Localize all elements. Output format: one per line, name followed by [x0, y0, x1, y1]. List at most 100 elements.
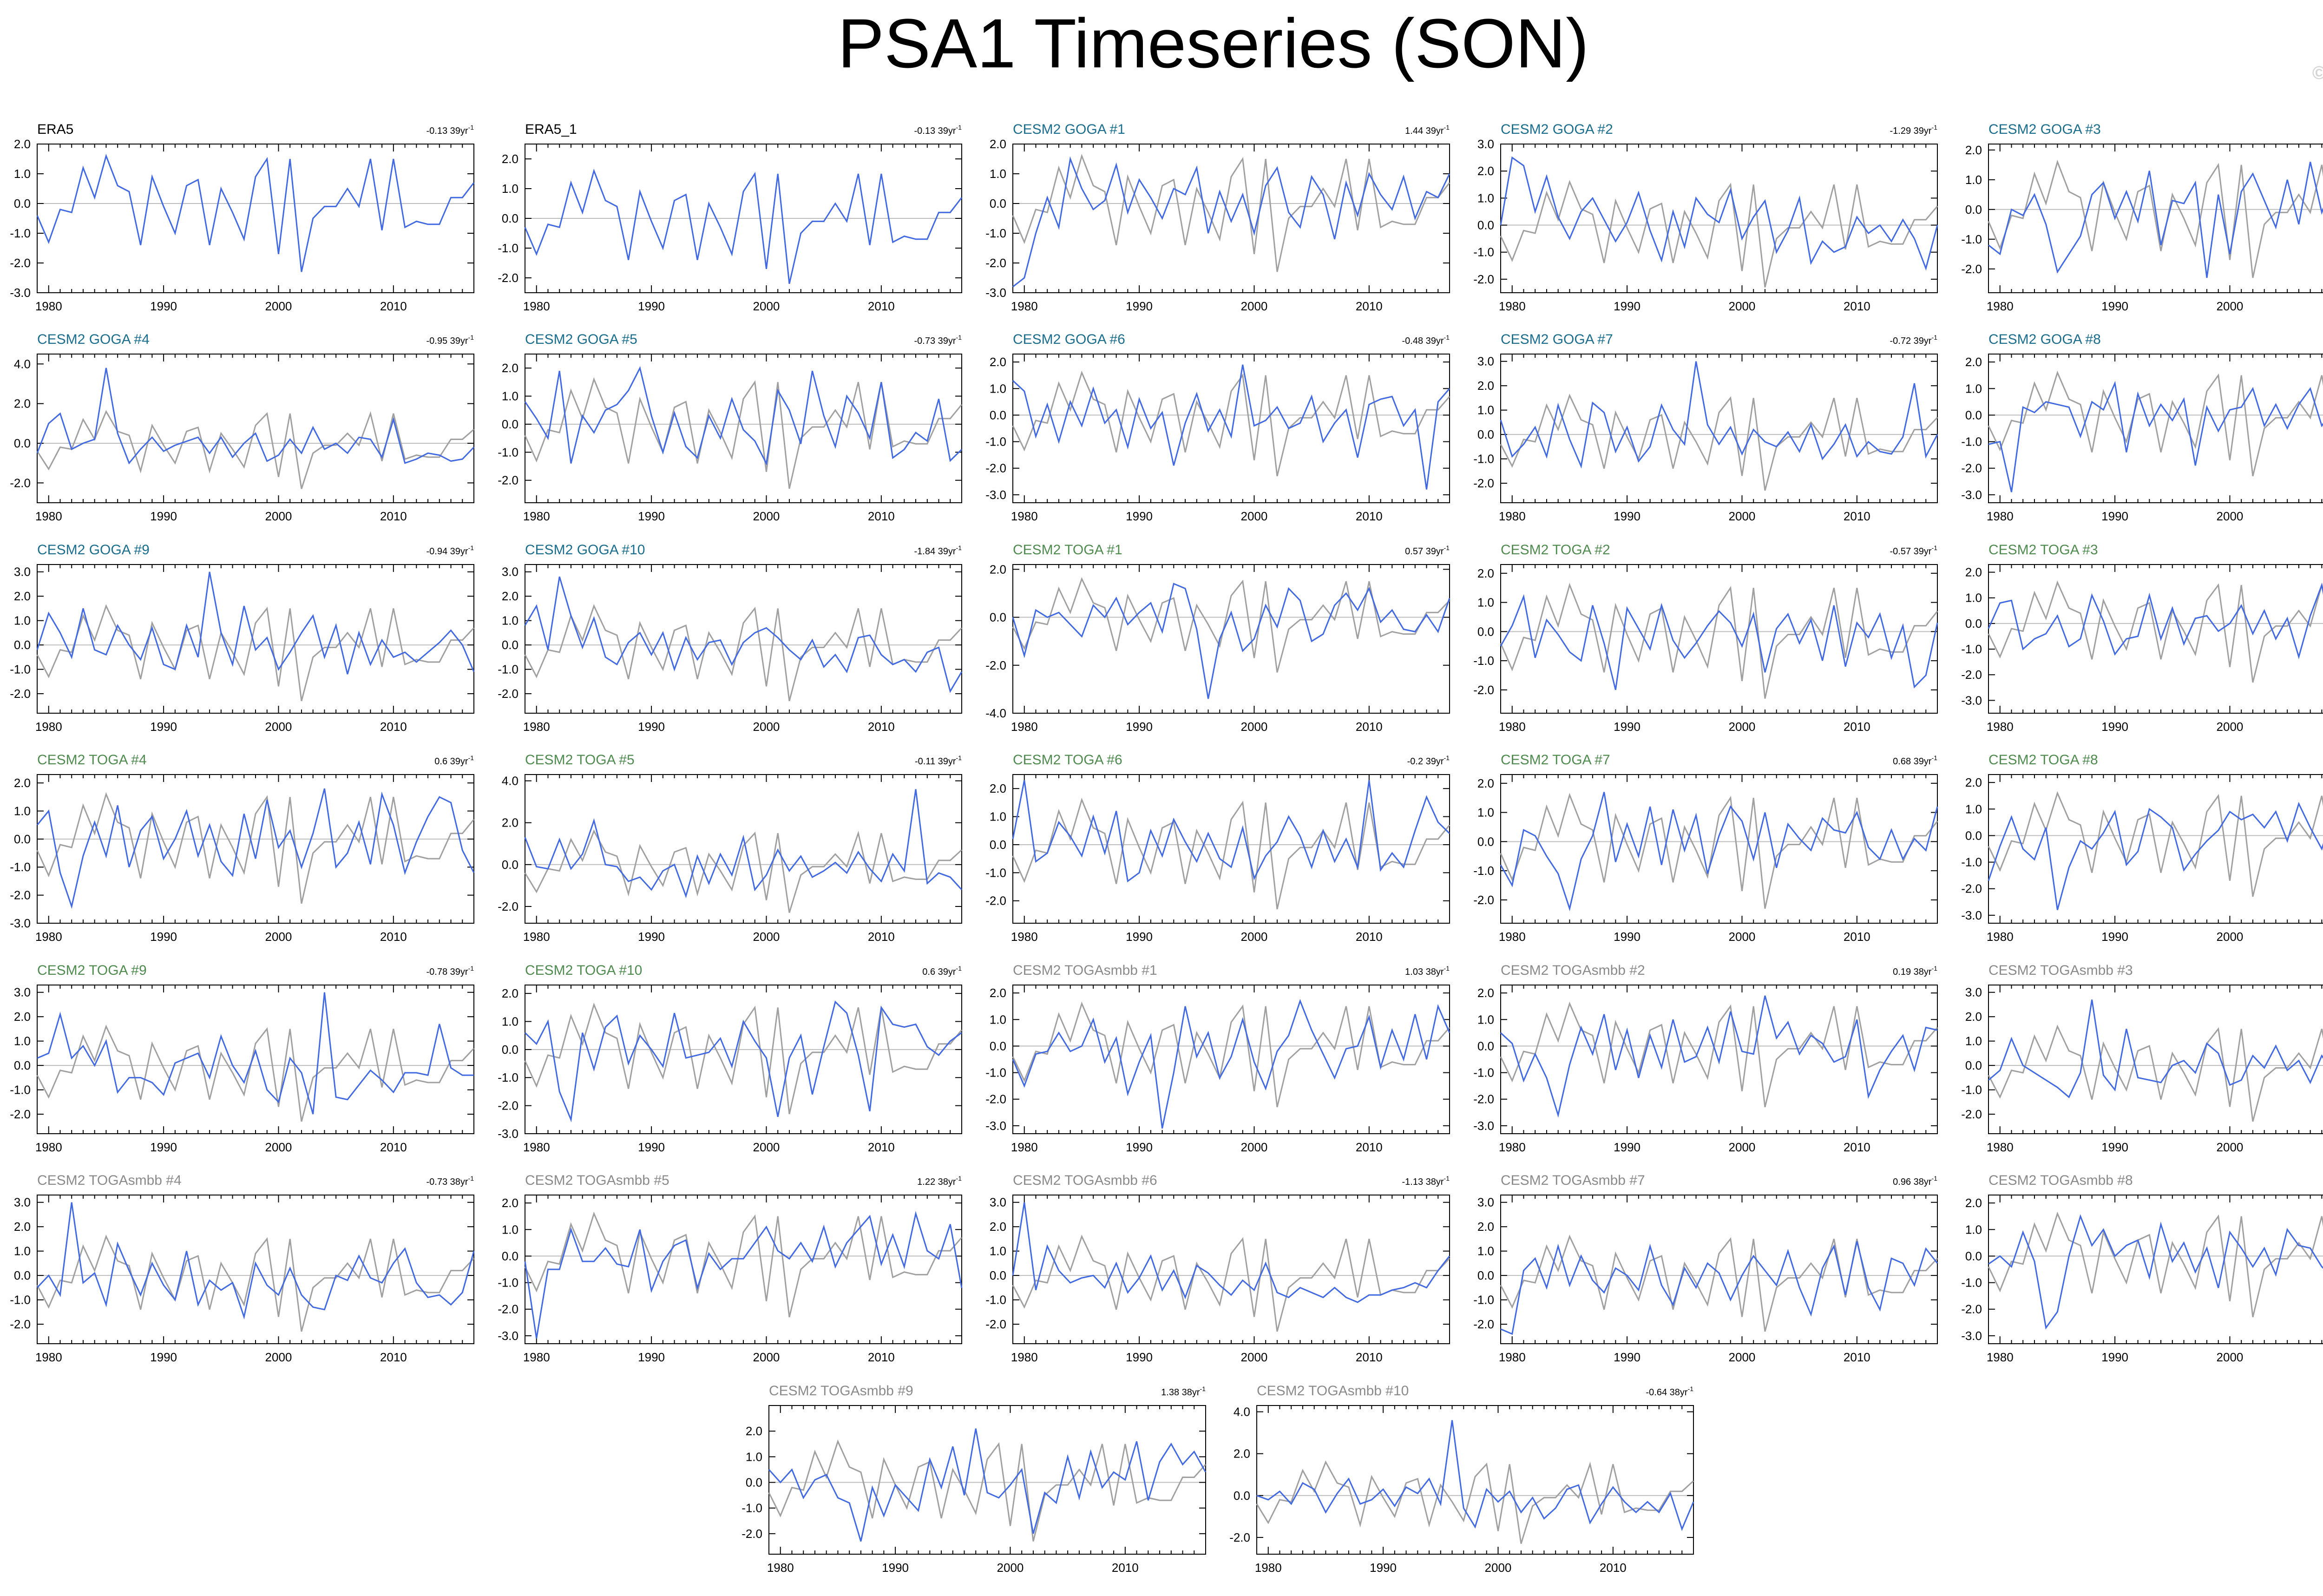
- chart-panel: 2.0 1.0 0.0 -1.0 -2.0 1980 1990 2000 2010 CESM2 T…: [985, 752, 1450, 944]
- trend-exponent: -1: [956, 334, 962, 341]
- obs-series-line: [1500, 793, 1938, 909]
- trend-exponent: -1: [1200, 1385, 1206, 1392]
- y-tick-label: -1.0: [985, 435, 1006, 449]
- trend-exponent: -1: [1932, 544, 1938, 552]
- y-tick-label: 0.0: [14, 436, 31, 450]
- trend-label: -1.13 38yr-1: [1402, 1175, 1450, 1187]
- member-series-line: [1500, 1241, 1938, 1335]
- trend-exponent: -1: [468, 124, 474, 131]
- x-tick-label: 2000: [2217, 299, 2244, 313]
- y-tick-label: -2.0: [1473, 476, 1494, 490]
- x-tick-label: 1980: [35, 930, 62, 944]
- y-tick-label: 0.0: [746, 1476, 762, 1490]
- obs-series-line: [36, 604, 475, 702]
- y-tick-label: 0.0: [14, 638, 31, 652]
- y-tick-label: 3.0: [990, 1195, 1006, 1209]
- x-tick-label: 2010: [380, 1140, 407, 1154]
- y-tick-label: -1.0: [985, 1293, 1006, 1307]
- x-tick-label: 2010: [868, 1350, 895, 1364]
- trend-exponent: -1: [956, 124, 962, 131]
- x-tick-label: 1980: [1011, 299, 1038, 313]
- chart-panel: 2.01.00.0-1.0-2.0-3.01980199020002010CES…: [1961, 542, 2323, 734]
- member-series-line: [37, 992, 474, 1115]
- x-tick-label: 1990: [1126, 509, 1153, 523]
- panel-title: CESM2 TOGAsmbb #1: [1013, 963, 1157, 978]
- y-tick-label: 2.0: [990, 1220, 1006, 1234]
- trend-exponent: -1: [1444, 754, 1450, 762]
- trend-label: 0.96 38yr-1: [1893, 1175, 1937, 1187]
- member-series-line: [1988, 801, 2323, 910]
- y-tick-label: 2.0: [1965, 1010, 1982, 1024]
- trend-exponent: -1: [956, 1175, 962, 1182]
- y-tick-label: -2.0: [498, 687, 518, 701]
- x-tick-label: 1980: [1255, 1561, 1282, 1575]
- y-tick-label: 1.0: [990, 810, 1006, 824]
- member-series-line: [1500, 156, 1938, 271]
- x-tick-label: 2000: [1485, 1561, 1512, 1575]
- y-tick-label: 2.0: [14, 1220, 31, 1234]
- y-tick-label: -3.0: [1473, 1119, 1494, 1133]
- x-tick-label: 2000: [753, 720, 780, 734]
- trend-label: 0.57 39yr-1: [1405, 544, 1450, 557]
- y-tick-label: 0.0: [1477, 427, 1494, 441]
- y-tick-label: -2.0: [10, 1107, 31, 1121]
- x-tick-label: 1980: [523, 509, 550, 523]
- y-tick-label: -3.0: [1961, 693, 1982, 707]
- panel-title: CESM2 GOGA #9: [37, 542, 150, 558]
- trend-exponent: -1: [956, 965, 962, 972]
- obs-series-line: [1500, 1235, 1938, 1332]
- x-tick-label: 1980: [1499, 509, 1526, 523]
- panel-title: ERA5_1: [525, 122, 577, 137]
- obs-series-line: [36, 410, 474, 489]
- trend-exponent: -1: [1444, 124, 1450, 131]
- plot-frame: [1012, 985, 1450, 1134]
- obs-series-line: [1500, 583, 1938, 699]
- chart-panel: 4.0 2.0 0.0 -2.0 1980 1990 2000 2010 CESM2 TOGA …: [498, 752, 963, 944]
- x-tick-label: 2000: [997, 1561, 1024, 1575]
- panel-title: CESM2 TOGA #5: [525, 752, 635, 768]
- y-tick-label: 2.0: [1965, 1196, 1982, 1210]
- y-tick-label: 0.0: [990, 1039, 1006, 1053]
- chart-panel: 3.02.01.00.0-1.0-2.01980199020002010CESM…: [1961, 963, 2323, 1154]
- y-tick-label: -2.0: [498, 271, 518, 285]
- x-tick-label: 1980: [1987, 930, 2014, 944]
- y-tick-label: 1.0: [1965, 802, 1982, 816]
- y-tick-label: -2.0: [985, 1317, 1006, 1331]
- y-tick-label: -1.0: [1473, 1293, 1494, 1307]
- y-tick-label: -1.0: [498, 241, 518, 255]
- member-series-line: [36, 1202, 475, 1320]
- x-tick-label: 1990: [638, 1350, 665, 1364]
- x-tick-label: 1990: [1614, 299, 1641, 313]
- trend-label: 0.68 39yr-1: [1893, 754, 1937, 767]
- y-tick-label: -2.0: [1473, 1092, 1494, 1106]
- y-tick-label: -1.0: [10, 226, 31, 240]
- y-tick-label: -1.0: [498, 445, 518, 459]
- x-tick-label: 2000: [1241, 930, 1268, 944]
- panel-title: ERA5: [37, 122, 73, 137]
- y-tick-label: 1.0: [1965, 1034, 1982, 1048]
- y-tick-label: 0.0: [990, 197, 1006, 210]
- trend-label: 1.03 38yr-1: [1405, 965, 1450, 977]
- y-tick-label: 2.0: [502, 1196, 518, 1210]
- plot-frame: [37, 564, 474, 714]
- y-tick-label: 1.0: [746, 1450, 762, 1464]
- trend-label: -1.29 39yr-1: [1890, 124, 1937, 136]
- y-tick-label: 2.0: [1234, 1447, 1250, 1461]
- y-tick-label: -1.0: [742, 1501, 762, 1515]
- y-tick-label: 3.0: [1477, 355, 1494, 368]
- x-tick-label: 1980: [1987, 720, 2014, 734]
- trend-exponent: -1: [468, 965, 474, 972]
- x-tick-label: 2000: [2217, 1350, 2244, 1364]
- x-tick-label: 2000: [265, 930, 292, 944]
- x-tick-label: 1980: [1987, 299, 2014, 313]
- member-series-line: [1500, 361, 1938, 469]
- x-tick-label: 1990: [1126, 1140, 1153, 1154]
- y-tick-label: 1.0: [1477, 1012, 1494, 1026]
- trend-exponent: -1: [1688, 1385, 1694, 1392]
- y-tick-label: -3.0: [1961, 488, 1982, 502]
- x-tick-label: 2000: [2217, 509, 2244, 523]
- x-tick-label: 2010: [380, 299, 407, 313]
- member-series-line: [36, 153, 475, 272]
